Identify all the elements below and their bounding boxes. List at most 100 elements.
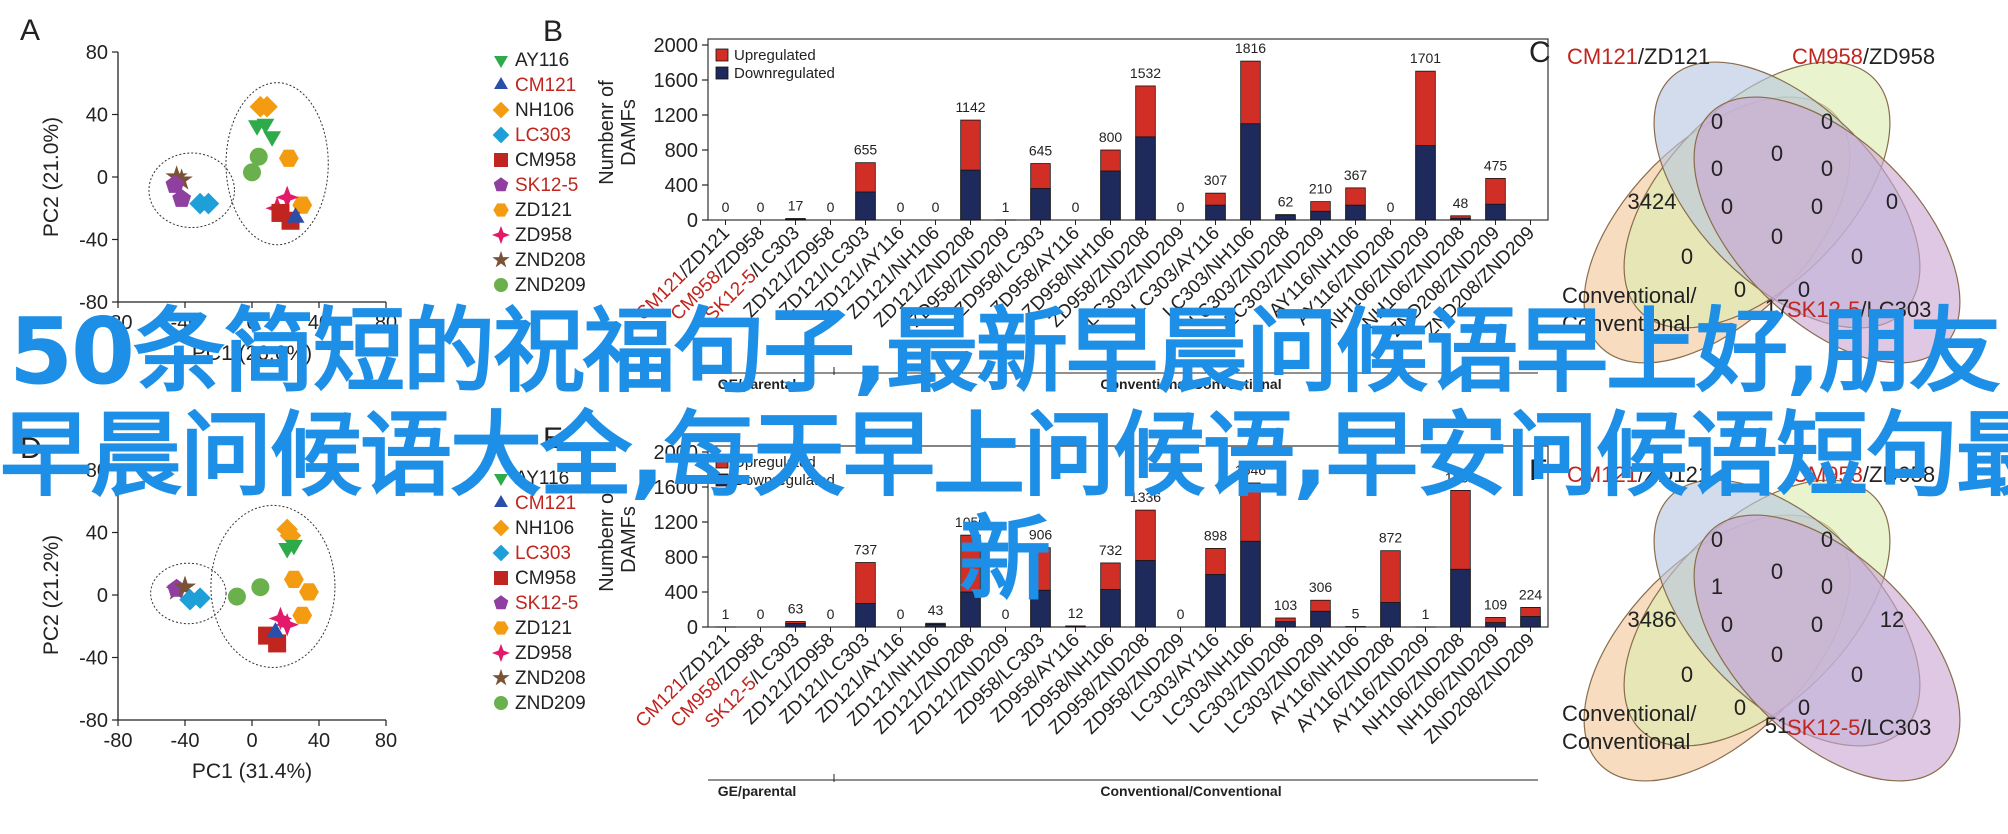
legend-label: CM958 [515, 150, 576, 171]
legend-label: Upregulated [734, 47, 816, 64]
scatter-point [299, 583, 319, 601]
bar-downregulated [1240, 123, 1261, 221]
scatter-point [165, 174, 185, 193]
legend-label: CM958 [515, 568, 576, 589]
bar-value-label: 872 [1379, 530, 1403, 546]
cluster-ellipse [150, 562, 227, 625]
y-tick-label: 400 [665, 582, 698, 604]
y-tick-label: 80 [86, 460, 108, 482]
bar-downregulated [1135, 560, 1156, 628]
legend-marker [492, 519, 510, 537]
venn-region-count: 0 [1811, 612, 1823, 637]
x-axis-label: PC1 (26.6%) [192, 342, 312, 365]
bar-value-label: 655 [854, 142, 878, 158]
x-tick-label: 40 [308, 312, 330, 334]
scatter-point [278, 149, 299, 167]
venn-region-count: 0 [1821, 156, 1833, 181]
label-part: /ZD121 [1638, 44, 1710, 69]
legend-label: NH106 [515, 518, 574, 539]
bar-downregulated [855, 191, 876, 221]
legend-marker [491, 643, 511, 663]
bar-value-label: 103 [1274, 597, 1298, 613]
label-part: CM958 [1792, 462, 1863, 487]
venn-region-count: 0 [1851, 244, 1863, 269]
bar-value-label: 0 [1072, 199, 1080, 215]
label-part: /ZD121 [1638, 462, 1710, 487]
scatter-point [256, 95, 278, 118]
bar-value-label: 0 [757, 606, 765, 622]
bar-downregulated [1135, 136, 1156, 221]
legend-marker [491, 225, 511, 245]
bar-value-label: 1532 [1130, 65, 1161, 81]
scatter-point [249, 147, 268, 166]
x-axis-label: PC1 (31.4%) [192, 760, 312, 783]
group-label: GE/parental [718, 783, 797, 799]
y-tick-label: 40 [86, 105, 108, 127]
bar-value-label: 12 [1068, 605, 1084, 621]
legend-marker [492, 101, 510, 119]
legend-marker [494, 571, 508, 585]
bar-value-label: 367 [1344, 167, 1368, 183]
panel-letter: E [543, 422, 563, 455]
panel-letter: B [543, 15, 563, 48]
y-axis-label: PC2 (21.2%) [40, 535, 63, 655]
legend-label: CM121 [515, 75, 576, 96]
legend-marker [492, 668, 510, 686]
scatter-point [243, 163, 261, 182]
legend-marker [493, 621, 509, 635]
y-tick-label: 2000 [654, 442, 699, 464]
venn-region-count: 3486 [1628, 607, 1677, 632]
bar-value-label: 5 [1352, 606, 1360, 622]
venn-region-count: 0 [1734, 695, 1746, 720]
bar-downregulated [785, 218, 806, 221]
scatter-point [268, 606, 293, 631]
y-tick-label: 1600 [654, 70, 699, 92]
venn-region-count: 0 [1771, 224, 1783, 249]
bar-downregulated [785, 623, 806, 628]
legend-label: SK12-5 [515, 593, 578, 614]
y-tick-label: 40 [86, 523, 108, 545]
bar-value-label: 1 [1422, 606, 1430, 622]
y-tick-label: -80 [79, 292, 108, 314]
label-part: CM121 [1567, 44, 1638, 69]
y-axis-label: Numbenr of [596, 487, 618, 592]
bar-downregulated [1205, 574, 1226, 628]
bar-downregulated [960, 591, 981, 628]
legend-label: LC303 [515, 125, 571, 146]
bar-downregulated [1520, 616, 1541, 628]
label-part: /ZD958 [1863, 44, 1935, 69]
bar-downregulated [1415, 145, 1436, 221]
venn-region-count: 0 [1798, 695, 1810, 720]
bar-value-label: 1561 [1445, 469, 1476, 485]
plot-frame [707, 38, 1549, 221]
legend-label: Downregulated [734, 472, 835, 489]
bar-value-label: 1646 [1235, 462, 1266, 478]
bar-downregulated [1030, 188, 1051, 221]
scatter-point [286, 207, 305, 223]
scatter-point [165, 165, 188, 187]
bar-value-label: 0 [827, 199, 835, 215]
legend-marker [492, 250, 510, 268]
y-tick-label: 0 [97, 167, 108, 189]
bar-downregulated [1275, 621, 1296, 628]
legend-label: Upregulated [734, 454, 816, 471]
bar-downregulated [855, 602, 876, 628]
x-tick-label: 40 [308, 730, 330, 752]
bar-downregulated [1205, 204, 1226, 221]
bar-value-label: 43 [928, 602, 944, 618]
legend-label: ZD958 [515, 225, 572, 246]
bar-value-label: 1050 [955, 514, 986, 530]
bar-value-label: 0 [1387, 199, 1395, 215]
venn-region-count: 0 [1821, 574, 1833, 599]
y-tick-label: 800 [665, 547, 698, 569]
label-part: /ZD958 [1863, 462, 1935, 487]
venn-region-count: 12 [1880, 607, 1904, 632]
panel-letter: F [1529, 454, 1547, 487]
bar-downregulated [1345, 204, 1366, 221]
y-tick-label: 0 [687, 617, 698, 639]
label-part: /LC303 [1860, 715, 1931, 740]
bar-downregulated [1310, 610, 1331, 628]
venn-region-count: 0 [1886, 189, 1898, 214]
label-part: Conventional [1562, 311, 1690, 336]
group-label: GE/parental [718, 376, 797, 392]
